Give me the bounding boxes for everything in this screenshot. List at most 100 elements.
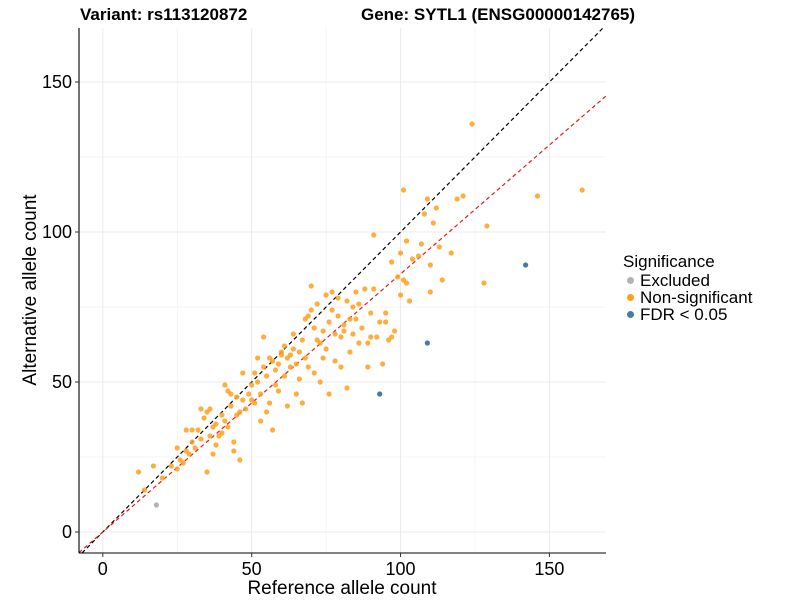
- data-point-non-significant: [258, 418, 264, 424]
- data-point-non-significant: [260, 334, 267, 340]
- data-point-non-significant: [278, 349, 285, 355]
- data-point-non-significant: [252, 400, 258, 406]
- data-point-non-significant: [189, 427, 195, 433]
- y-axis-label: Alternative allele count: [20, 194, 41, 386]
- data-point-non-significant: [314, 301, 320, 307]
- data-point-non-significant: [397, 250, 404, 256]
- data-point-non-significant: [365, 364, 371, 370]
- data-point-non-significant: [237, 457, 243, 463]
- data-point-non-significant: [240, 397, 246, 403]
- data-point-non-significant: [365, 340, 371, 346]
- legend-label-non-significant: Non-significant: [640, 288, 753, 307]
- data-point-non-significant: [174, 466, 180, 472]
- data-point-non-significant: [368, 310, 374, 316]
- data-point-non-significant: [368, 334, 374, 340]
- axes: [78, 28, 606, 554]
- data-point-non-significant: [228, 403, 234, 409]
- data-point-non-significant: [394, 274, 401, 280]
- data-point-non-significant: [403, 280, 410, 286]
- data-point-non-significant: [231, 448, 237, 454]
- data-point-non-significant: [380, 361, 386, 367]
- data-point-non-significant: [469, 121, 475, 127]
- data-point-non-significant: [350, 331, 356, 337]
- data-point-non-significant: [335, 295, 341, 301]
- data-point-non-significant: [347, 349, 353, 355]
- data-point-non-significant: [174, 445, 180, 451]
- data-point-non-significant: [168, 463, 174, 469]
- data-point-fdr-0-05: [377, 391, 383, 397]
- data-point-non-significant: [397, 292, 404, 298]
- data-point-non-significant: [290, 331, 296, 337]
- data-point-non-significant: [213, 442, 219, 448]
- data-points: [135, 121, 585, 508]
- tick-labels: 0 50 100 150 0 50 100 150: [42, 72, 564, 579]
- data-point-non-significant: [371, 232, 377, 238]
- data-point-non-significant: [219, 412, 225, 418]
- data-point-non-significant: [403, 238, 410, 244]
- data-point-non-significant: [439, 277, 445, 283]
- data-point-non-significant: [454, 196, 460, 202]
- data-point-non-significant: [323, 346, 329, 352]
- data-point-non-significant: [374, 334, 380, 340]
- data-point-non-significant: [436, 244, 442, 250]
- data-point-non-significant: [579, 187, 585, 193]
- data-point-non-significant: [400, 187, 407, 193]
- data-point-non-significant: [326, 319, 332, 325]
- data-point-non-significant: [338, 334, 344, 340]
- data-point-non-significant: [344, 385, 350, 391]
- data-point-non-significant: [266, 400, 273, 406]
- data-point-non-significant: [263, 373, 270, 379]
- data-point-non-significant: [255, 355, 261, 361]
- data-point-non-significant: [183, 427, 189, 433]
- legend-key-fdr: [627, 311, 634, 318]
- data-point-non-significant: [284, 403, 291, 409]
- data-point-non-significant: [371, 286, 377, 292]
- data-point-non-significant: [317, 340, 323, 346]
- data-point-non-significant: [347, 316, 353, 322]
- data-point-non-significant: [415, 253, 422, 259]
- data-point-non-significant: [287, 352, 293, 358]
- data-point-non-significant: [201, 415, 207, 421]
- data-point-non-significant: [323, 292, 329, 298]
- data-point-non-significant: [311, 370, 317, 376]
- legend-item-non-significant: Non-significant: [623, 289, 752, 306]
- data-point-non-significant: [222, 418, 228, 424]
- data-point-non-significant: [332, 358, 338, 364]
- data-point-non-significant: [383, 310, 389, 316]
- data-point-non-significant: [383, 319, 389, 325]
- legend-label-fdr: FDR < 0.05: [640, 305, 728, 324]
- gene-title: Gene: SYTL1 (ENSG00000142765): [361, 5, 636, 24]
- data-point-non-significant: [377, 319, 383, 325]
- identity-line: [81, 27, 604, 554]
- data-point-non-significant: [424, 196, 430, 202]
- data-point-non-significant: [180, 460, 186, 466]
- data-point-non-significant: [302, 355, 308, 361]
- reference-lines: [78, 27, 607, 554]
- data-point-non-significant: [186, 451, 192, 457]
- data-point-non-significant: [320, 355, 326, 361]
- data-point-non-significant: [293, 361, 299, 367]
- data-point-non-significant: [362, 286, 368, 292]
- data-point-non-significant: [448, 250, 454, 256]
- data-point-non-significant: [332, 331, 338, 337]
- data-point-non-significant: [308, 283, 314, 289]
- y-tick-label: 150: [42, 72, 72, 92]
- data-point-non-significant: [246, 391, 252, 397]
- data-point-non-significant: [225, 424, 231, 430]
- data-point-non-significant: [275, 361, 282, 367]
- data-point-non-significant: [320, 328, 326, 334]
- data-point-non-significant: [258, 391, 264, 397]
- data-point-non-significant: [272, 367, 279, 373]
- data-point-non-significant: [296, 349, 302, 355]
- legend-label-excluded: Excluded: [640, 271, 710, 290]
- data-point-non-significant: [293, 391, 299, 397]
- major-gridlines: [79, 28, 606, 553]
- data-point-non-significant: [287, 364, 293, 370]
- data-point-non-significant: [341, 322, 347, 328]
- data-point-non-significant: [252, 370, 258, 376]
- data-point-non-significant: [204, 469, 210, 475]
- data-point-non-significant: [240, 370, 246, 376]
- data-point-non-significant: [260, 364, 267, 370]
- data-point-non-significant: [255, 379, 261, 385]
- data-point-non-significant: [305, 313, 311, 319]
